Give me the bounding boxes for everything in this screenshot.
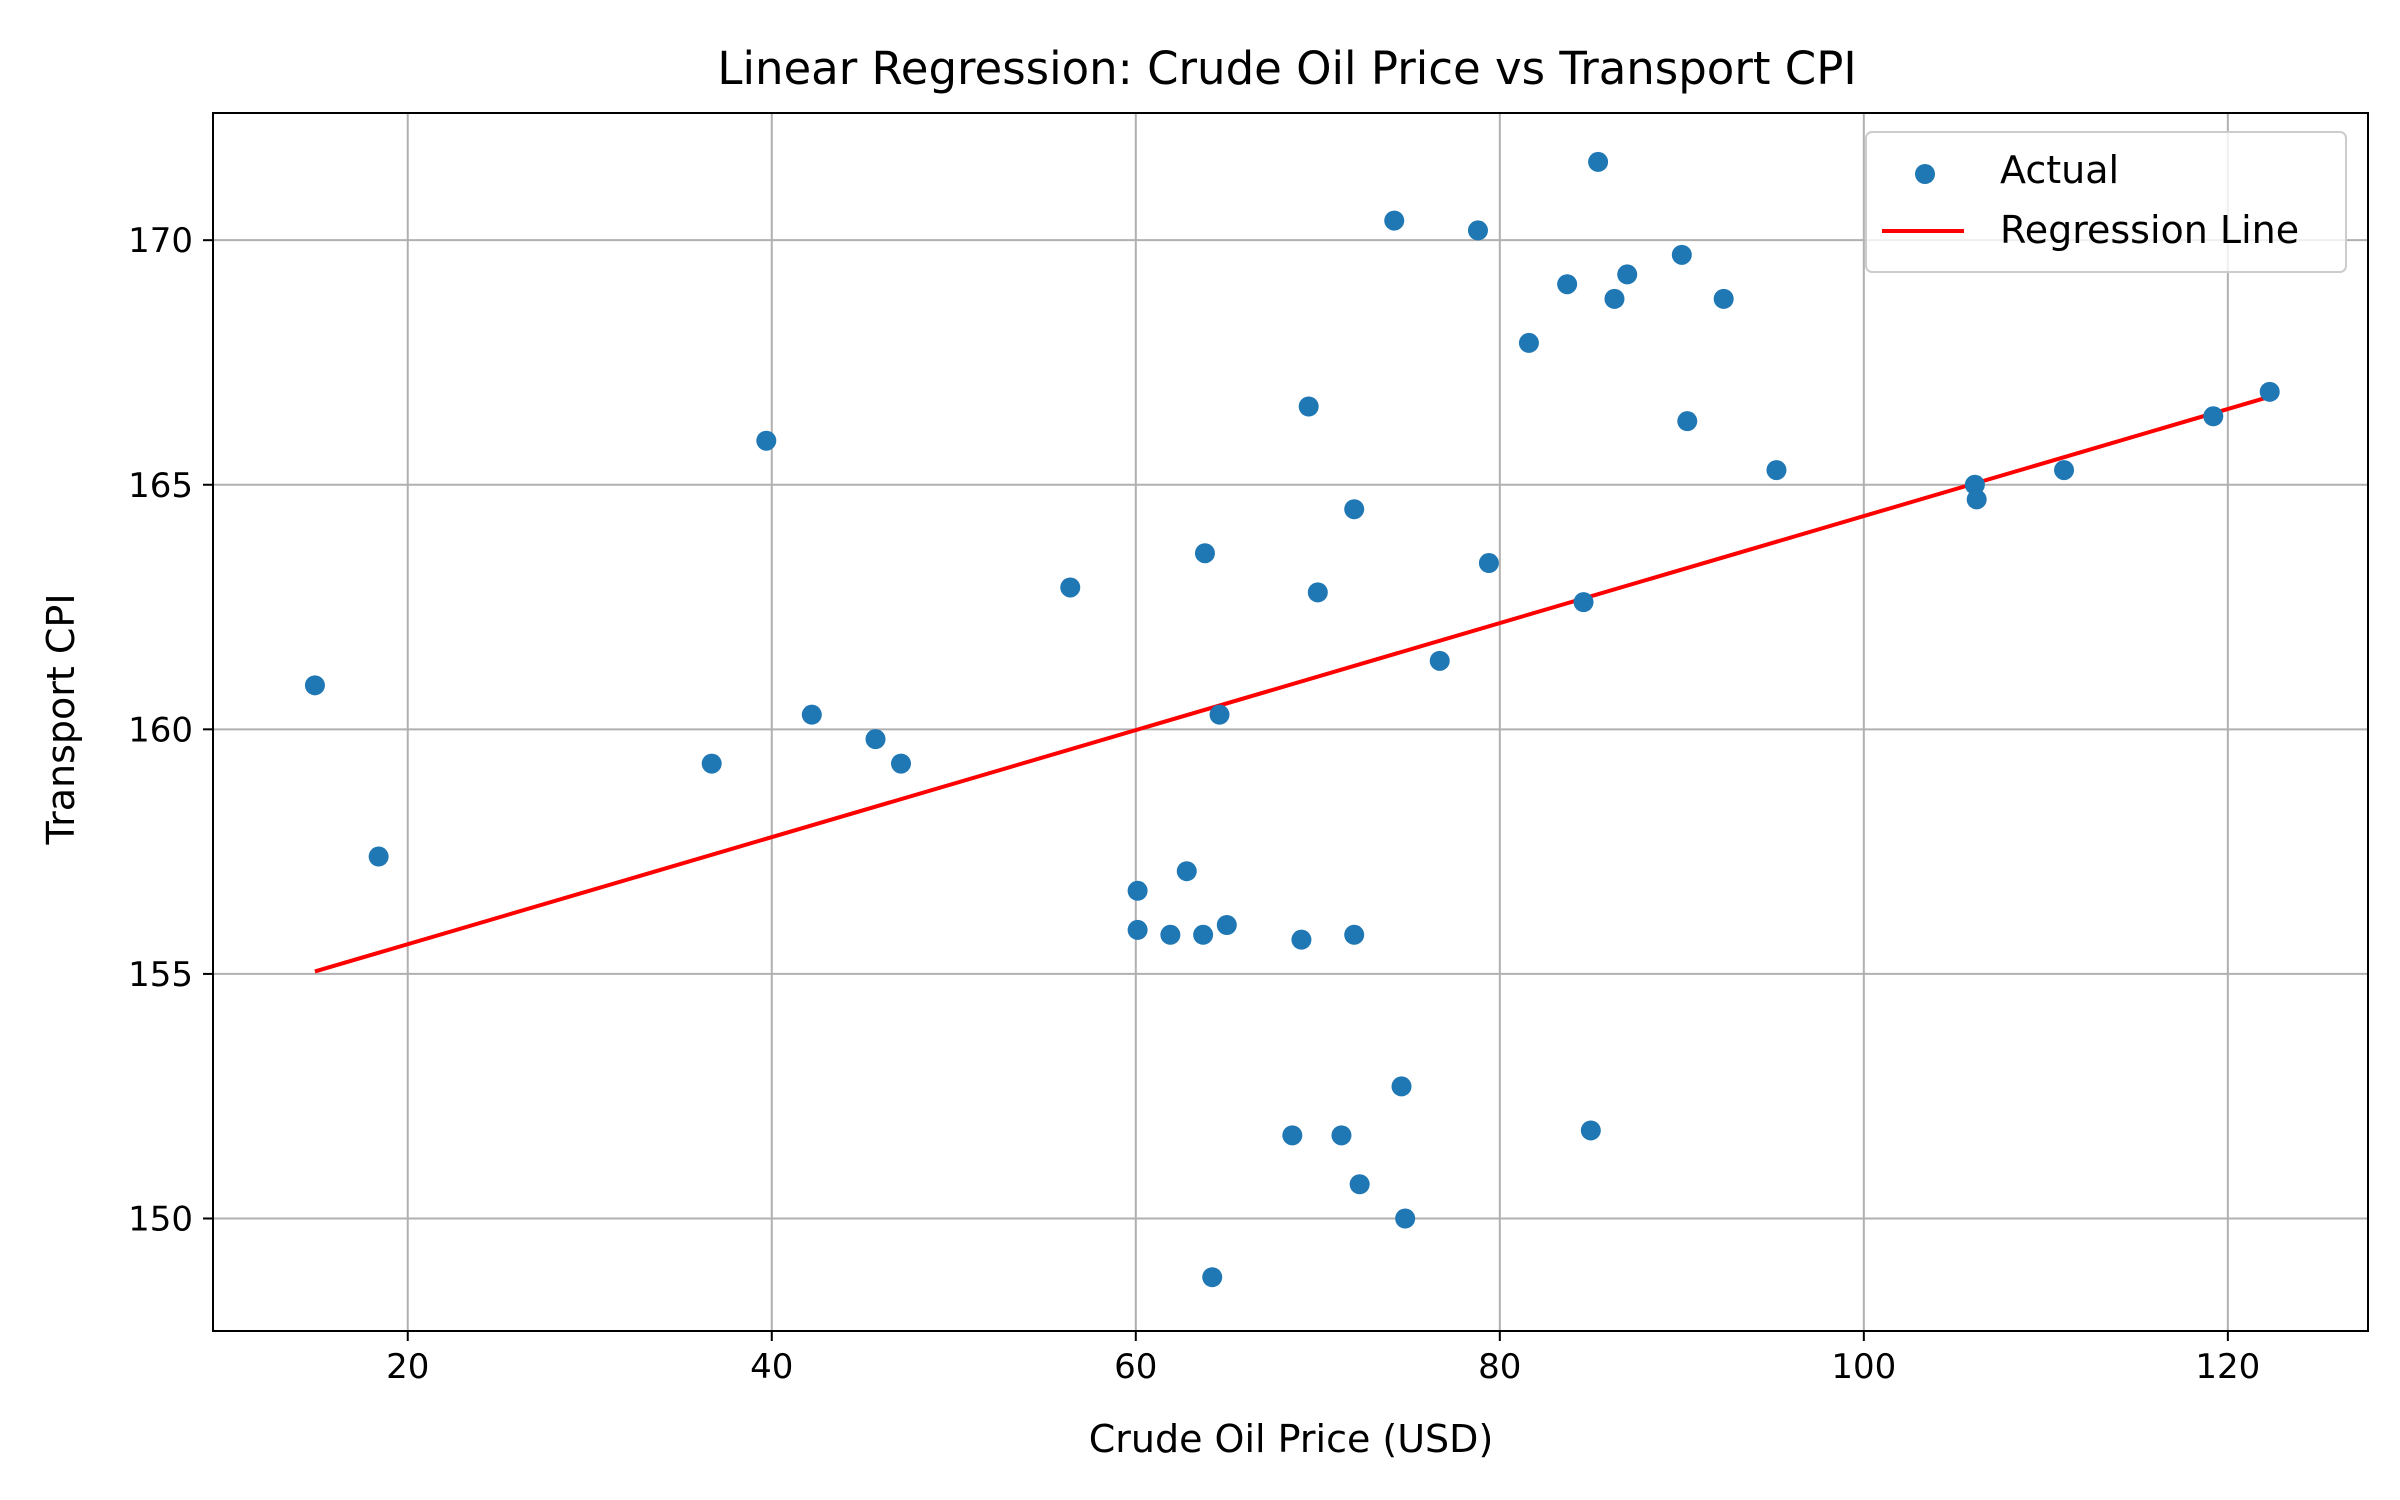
legend-marker-actual [1915, 164, 1935, 184]
data-point [368, 846, 389, 867]
scatter-points [304, 151, 2280, 1288]
legend: Actual Regression Line [1865, 131, 2347, 273]
regression-layer [314, 394, 2271, 974]
data-point [1202, 1267, 1223, 1288]
data-point [1127, 880, 1148, 901]
data-point [701, 753, 722, 774]
data-point [1671, 244, 1692, 265]
data-point [2054, 460, 2075, 481]
data-point [1588, 151, 1609, 172]
y-tick-label: 170 [128, 221, 193, 261]
data-point [1344, 924, 1365, 945]
y-tick-label: 150 [128, 1199, 193, 1239]
x-tick-label: 100 [1831, 1347, 1896, 1387]
data-point [1395, 1208, 1416, 1229]
data-point [1127, 919, 1148, 940]
data-point [1478, 553, 1499, 574]
data-point [1391, 1076, 1412, 1097]
x-axis-label: Crude Oil Price (USD) [1089, 1417, 1494, 1461]
data-point [865, 729, 886, 750]
data-point [1966, 489, 1987, 510]
x-tick-label: 20 [386, 1347, 429, 1387]
legend-box [1865, 131, 2347, 273]
data-point [1617, 264, 1638, 285]
data-point [1713, 288, 1734, 309]
data-point [1557, 274, 1578, 295]
data-point [2259, 381, 2280, 402]
legend-label-regression: Regression Line [2000, 208, 2299, 252]
data-point [304, 675, 325, 696]
data-point [756, 430, 777, 451]
data-point [2203, 406, 2224, 427]
data-point [890, 753, 911, 774]
data-point [1298, 396, 1319, 417]
x-tick-label: 120 [2195, 1347, 2260, 1387]
data-point [1580, 1120, 1601, 1141]
data-point [1677, 411, 1698, 432]
y-axis-label: Transport CPI [39, 593, 83, 845]
plot-area-frame [212, 112, 2369, 1332]
y-axis-ticks: 150 155 160 165 170 [128, 221, 213, 1239]
chart-title: Linear Regression: Crude Oil Price vs Tr… [717, 42, 1856, 95]
data-point [1467, 220, 1488, 241]
data-point [1291, 929, 1312, 950]
data-point [801, 704, 822, 725]
data-point [1194, 543, 1215, 564]
data-point [1209, 704, 1230, 725]
data-point [1384, 210, 1405, 231]
x-axis-ticks: 20 40 60 80 100 120 [386, 1331, 2260, 1387]
data-point [1193, 924, 1214, 945]
data-point [1331, 1125, 1352, 1146]
legend-label-actual: Actual [2000, 148, 2119, 192]
x-tick-label: 80 [1478, 1347, 1521, 1387]
data-point [1307, 582, 1328, 603]
y-tick-label: 155 [128, 955, 193, 995]
data-point [1429, 650, 1450, 671]
y-tick-label: 160 [128, 710, 193, 750]
data-point [1964, 474, 1985, 495]
y-tick-label: 165 [128, 466, 193, 506]
data-point [1160, 924, 1181, 945]
data-point [1060, 577, 1081, 598]
data-point [1344, 499, 1365, 520]
data-point [1349, 1174, 1370, 1195]
data-point [1176, 861, 1197, 882]
data-point [1573, 592, 1594, 613]
data-point [1216, 915, 1237, 935]
data-point [1282, 1125, 1303, 1146]
x-tick-label: 60 [1114, 1347, 1157, 1387]
data-point [1766, 460, 1787, 481]
x-tick-label: 40 [750, 1347, 793, 1387]
data-point [1518, 332, 1539, 353]
data-point [1604, 288, 1625, 309]
regression-line [314, 394, 2271, 974]
